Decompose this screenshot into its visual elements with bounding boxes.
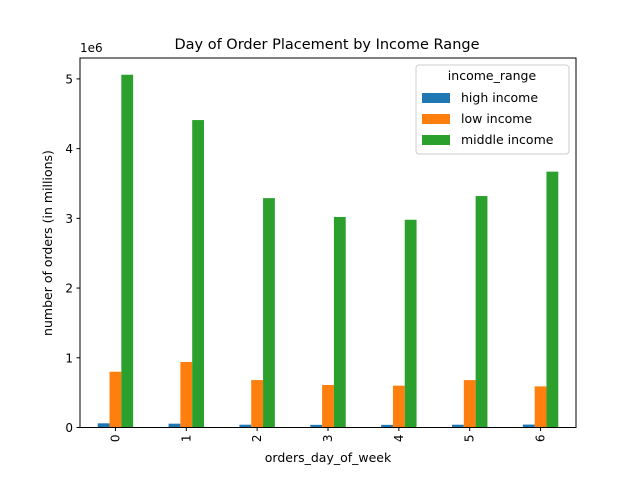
x-axis-label: orders_day_of_week xyxy=(265,450,392,465)
y-tick-label: 4 xyxy=(65,142,73,156)
y-axis-offset-label: 1e6 xyxy=(80,41,103,55)
legend-label-high-income: high income xyxy=(461,90,538,105)
x-tick-label: 5 xyxy=(463,435,477,443)
legend: income_range high income low income middle… xyxy=(415,64,570,155)
bar-high-income-day-2 xyxy=(239,424,252,428)
legend-box xyxy=(415,64,570,155)
x-tick-label: 6 xyxy=(534,435,548,443)
bar-low-income-day-5 xyxy=(463,380,476,428)
y-tick-label: 2 xyxy=(65,282,73,296)
bar-high-income-day-1 xyxy=(168,423,181,428)
bar-low-income-day-4 xyxy=(392,385,405,428)
bar-high-income-day-3 xyxy=(310,424,323,428)
bar-middle-income-day-3 xyxy=(333,216,346,428)
bar-middle-income-day-5 xyxy=(475,196,488,428)
bar-high-income-day-0 xyxy=(97,423,110,428)
bars xyxy=(97,74,559,428)
bar-middle-income-day-1 xyxy=(192,120,204,428)
legend-title: income_range xyxy=(448,68,537,83)
chart-title: Day of Order Placement by Income Range xyxy=(174,37,479,53)
legend-swatch-low-income xyxy=(422,114,450,124)
y-tick-label: 0 xyxy=(65,421,73,435)
bar-middle-income-day-6 xyxy=(546,171,559,428)
legend-label-low-income: low income xyxy=(461,111,532,126)
bar-high-income-day-5 xyxy=(452,424,464,428)
x-tick-label: 3 xyxy=(321,435,335,443)
bar-low-income-day-3 xyxy=(322,384,334,428)
bar-middle-income-day-4 xyxy=(404,219,417,428)
x-tick-label: 0 xyxy=(108,435,122,443)
x-tick-label: 4 xyxy=(392,435,406,443)
y-axis-ticks: 0 1 2 3 4 5 xyxy=(65,72,80,435)
plot-frame xyxy=(79,57,577,428)
y-tick-label: 5 xyxy=(65,72,73,86)
bar-low-income-day-6 xyxy=(534,386,547,428)
bar-high-income-day-6 xyxy=(522,424,535,428)
bar-middle-income-day-0 xyxy=(121,74,134,428)
bar-low-income-day-1 xyxy=(180,361,193,428)
y-axis-label: number of orders (in millions) xyxy=(40,150,55,336)
x-tick-label: 2 xyxy=(250,435,264,443)
y-tick-label: 3 xyxy=(65,212,73,226)
x-tick-label: 1 xyxy=(179,435,193,443)
bar-low-income-day-2 xyxy=(251,380,264,428)
x-axis-ticks: 0 1 2 3 4 5 6 xyxy=(108,427,548,443)
y-tick-label: 1 xyxy=(65,351,73,365)
bar-middle-income-day-2 xyxy=(263,198,275,428)
legend-swatch-high-income xyxy=(422,93,450,103)
legend-label-middle-income: middle income xyxy=(461,132,554,147)
bar-high-income-day-4 xyxy=(381,424,393,428)
legend-swatch-middle-income xyxy=(422,135,450,145)
bar-low-income-day-0 xyxy=(109,371,122,428)
